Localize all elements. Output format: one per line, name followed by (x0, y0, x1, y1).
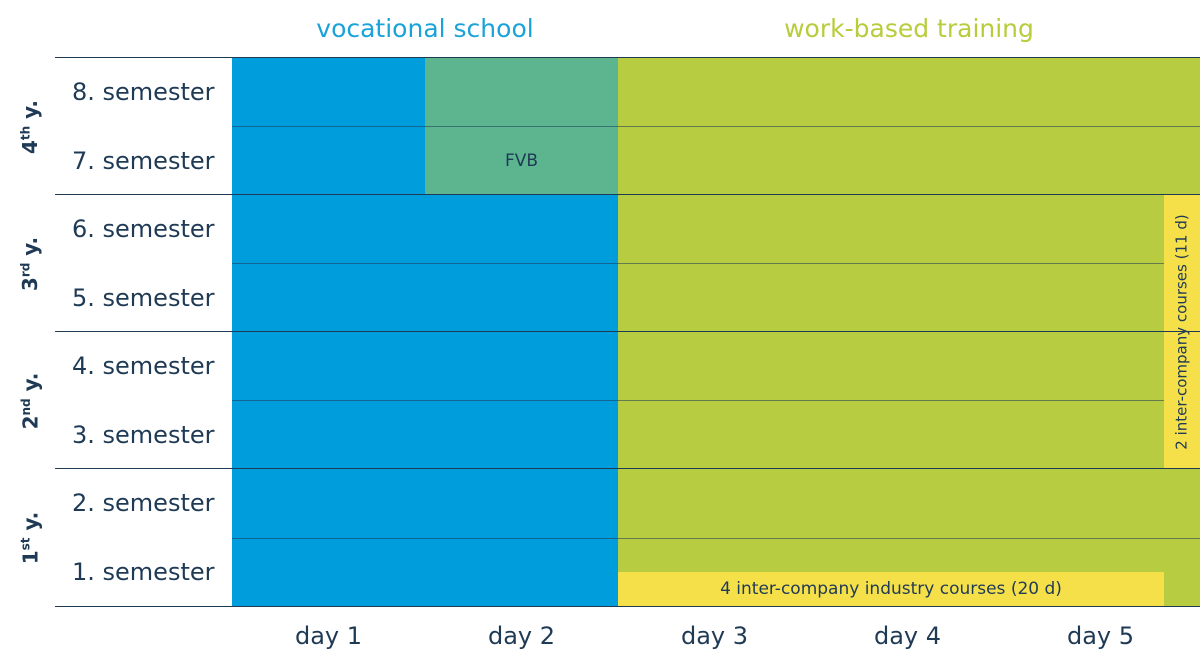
day-label-4: day 4 (873, 622, 942, 650)
fvb-label: FVB (504, 151, 539, 171)
year-label-3: 3rd y. (17, 236, 42, 291)
side-courses-bar: 2 inter-company courses (11 d) (1164, 195, 1200, 469)
semester-label-8: 8. semester (72, 78, 215, 106)
day-label-1: day 1 (294, 622, 363, 650)
year-line (55, 468, 1200, 469)
header-work-based-training: work-based training (784, 14, 1034, 43)
year-label-4: 4th y. (18, 99, 42, 154)
divider-line (232, 263, 1164, 264)
semester-label-1: 1. semester (72, 558, 215, 586)
side-courses-label: 2 inter-company courses (11 d) (1173, 214, 1191, 450)
semester-label-2: 2. semester (72, 489, 215, 517)
divider-line (232, 126, 1200, 127)
semester-label-4: 4. semester (72, 352, 215, 380)
semester-label-7: 7. semester (72, 147, 215, 175)
day-label-5: day 5 (1066, 622, 1135, 650)
header-vocational-school: vocational school (316, 14, 534, 43)
school-block-day1 (232, 58, 425, 606)
day-label-2: day 2 (487, 622, 556, 650)
semester-label-5: 5. semester (72, 284, 215, 312)
day-label-3: day 3 (680, 622, 749, 650)
year-line (55, 57, 1200, 58)
year-label-2: 2nd y. (17, 372, 42, 429)
divider-line (232, 400, 1164, 401)
year-line (55, 606, 1200, 607)
year-line (55, 331, 1200, 332)
bottom-courses-label: 4 inter-company industry courses (20 d) (720, 579, 1062, 599)
semester-label-6: 6. semester (72, 215, 215, 243)
semester-label-3: 3. semester (72, 421, 215, 449)
divider-line (232, 538, 1200, 539)
bottom-courses-bar: 4 inter-company industry courses (20 d) (618, 572, 1164, 606)
work-block (618, 58, 1200, 606)
year-label-1: 1st y. (17, 511, 42, 564)
year-line (55, 194, 1200, 195)
